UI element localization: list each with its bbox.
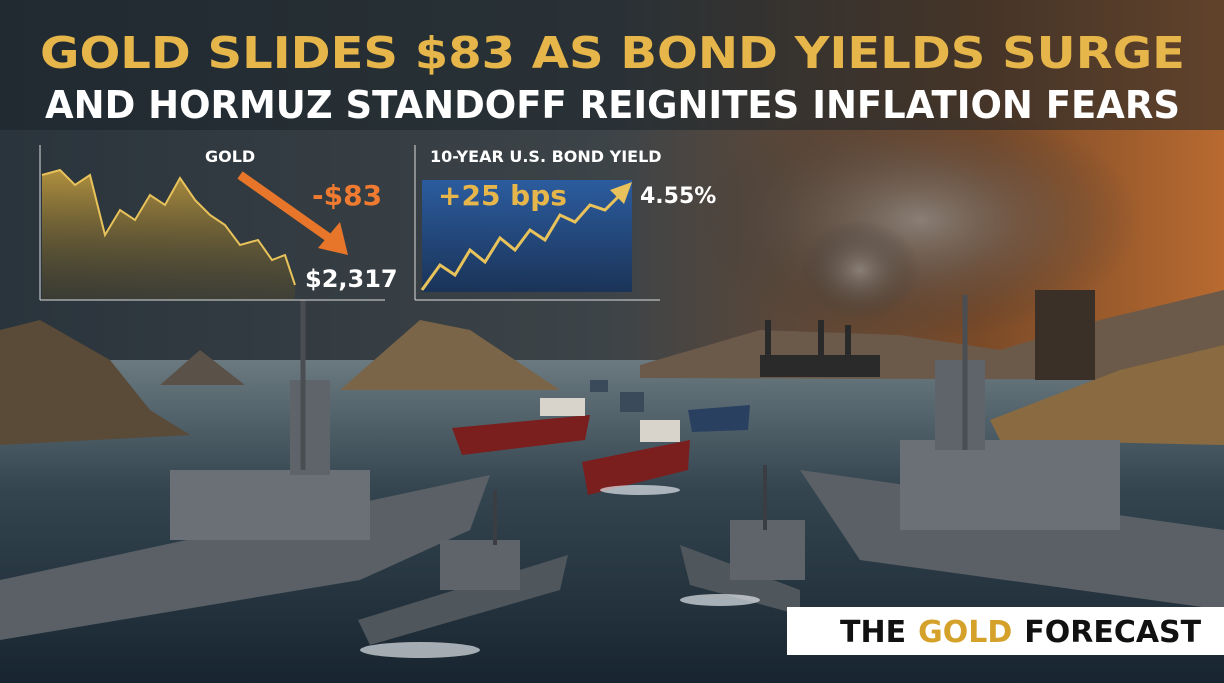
- brand-highlight: GOLD: [918, 615, 1012, 650]
- wakes: [360, 485, 760, 658]
- warships: [0, 295, 1224, 645]
- panel-label: GOLD: [205, 147, 255, 166]
- island: [340, 320, 560, 390]
- smoke: [800, 220, 920, 320]
- gold-panel: GOLD -$83 $2,317: [39, 145, 398, 301]
- brand-word: FORECAST: [1024, 615, 1201, 650]
- change: +25 bps: [438, 179, 567, 212]
- island: [160, 350, 245, 385]
- headline-line2: AND HORMUZ STANDOFF REIGNITES INFLATION …: [45, 83, 1180, 127]
- island: [0, 320, 190, 445]
- tankers: [452, 380, 750, 495]
- headland: [990, 345, 1224, 445]
- panel-label: 10-YEAR U.S. BOND YIELD: [430, 147, 662, 166]
- yield-value: 4.55%: [640, 184, 716, 209]
- brand: THE GOLD FORECAST: [840, 615, 1202, 650]
- change: -$83: [312, 179, 382, 212]
- refinery: [760, 290, 1095, 380]
- brand-box: [787, 607, 1224, 655]
- headline-backdrop: [0, 0, 1224, 130]
- bond-panel: 10-YEAR U.S. BOND YIELD +25 bps 4.55%: [414, 145, 716, 301]
- headline-line1: GOLD SLIDES $83 AS BOND YIELDS SURGE: [40, 28, 1185, 79]
- brand-word: THE: [840, 615, 906, 650]
- price: $2,317: [305, 265, 398, 293]
